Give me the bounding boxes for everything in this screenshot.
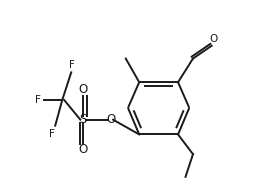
- Text: O: O: [106, 113, 115, 126]
- Text: O: O: [79, 83, 88, 96]
- Text: F: F: [69, 61, 75, 70]
- Text: F: F: [36, 95, 41, 105]
- Text: S: S: [80, 113, 87, 126]
- Text: O: O: [79, 143, 88, 156]
- Text: F: F: [49, 129, 55, 139]
- Text: O: O: [209, 34, 218, 44]
